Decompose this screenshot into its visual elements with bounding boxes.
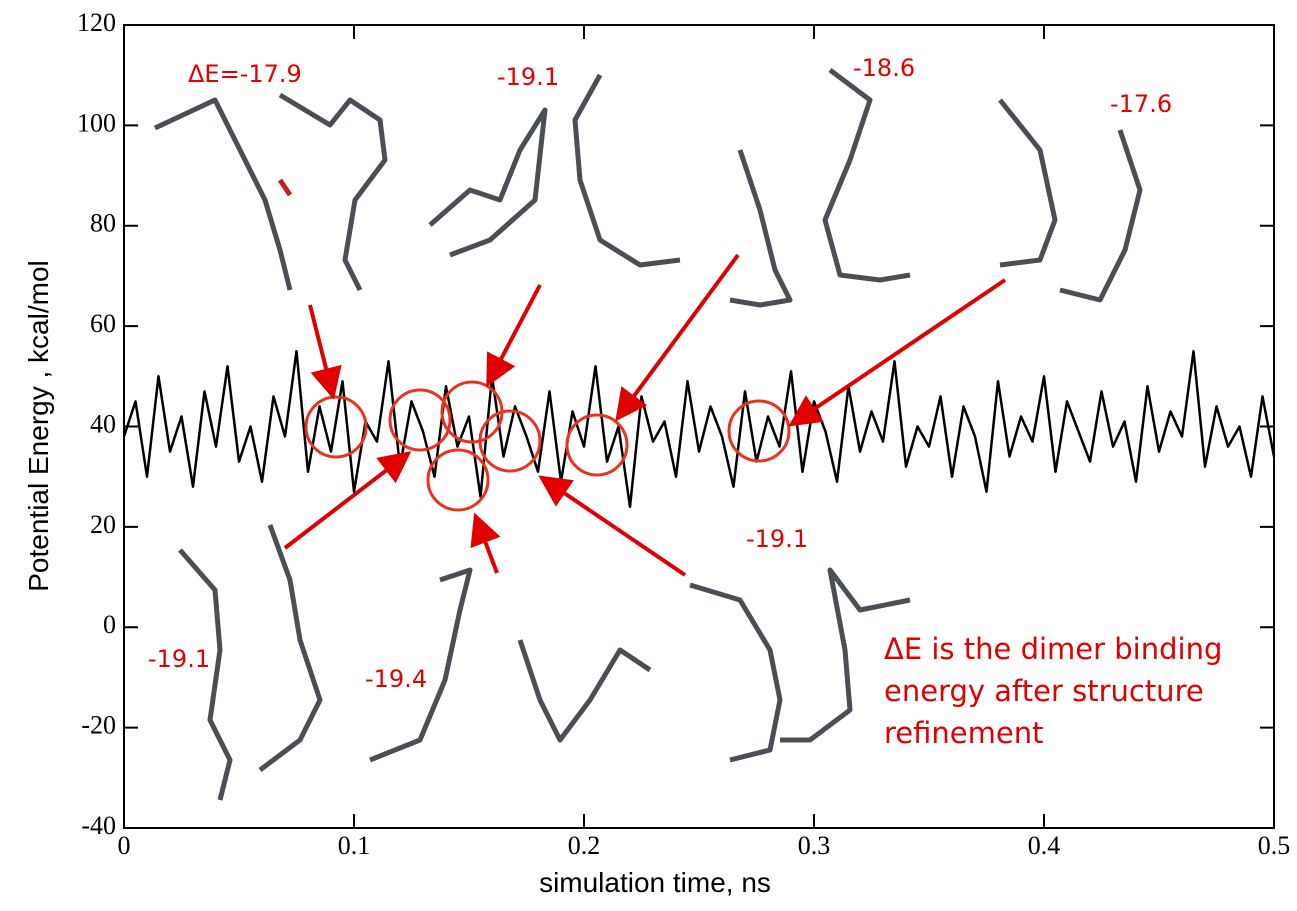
x-tick-label: 0.4 (1028, 831, 1061, 860)
x-axis-label: simulation time, ns (539, 867, 771, 898)
arrow (308, 304, 342, 400)
arrows (283, 253, 1007, 577)
highlight-circle (565, 413, 629, 477)
molecule (428, 107, 548, 258)
molecule (1059, 129, 1143, 303)
arrow (486, 284, 542, 388)
arrow (788, 278, 1007, 427)
y-tick-label: 80 (90, 209, 116, 238)
highlight-circles (304, 380, 791, 512)
molecule (689, 582, 783, 763)
highlight-circle (388, 388, 452, 452)
molecule (277, 178, 293, 197)
y-tick-label: -20 (81, 711, 116, 740)
molecules (153, 68, 1143, 801)
annotation: -17.6 (1110, 90, 1172, 118)
y-tick-label: 40 (90, 409, 116, 438)
x-tick-label: 0.1 (338, 831, 371, 860)
molecule (517, 639, 652, 743)
molecule (729, 149, 793, 308)
molecule (369, 567, 473, 763)
ticks: -40 -20 0 20 40 60 80 100 120 0 0.1 0.2 0.3 0.4 0.5 (77, 8, 1290, 860)
x-tick-label: 0.3 (798, 831, 831, 860)
molecule (258, 524, 323, 772)
y-tick-label: -40 (81, 811, 116, 840)
annotation: -19.1 (148, 645, 210, 673)
molecule (178, 548, 233, 801)
molecule (822, 68, 911, 283)
y-tick-label: 120 (77, 8, 116, 37)
molecule (153, 97, 293, 291)
y-tick-label: 0 (103, 610, 116, 639)
x-tick-label: 0.5 (1258, 831, 1291, 860)
molecule (278, 92, 388, 292)
highlight-circle (478, 409, 542, 473)
x-tick-label: 0.2 (568, 831, 601, 860)
x-tick-label: 0 (118, 831, 131, 860)
data-line (122, 349, 1276, 509)
series (122, 349, 1276, 509)
annotation: -19.4 (365, 665, 427, 693)
annotation: -18.6 (853, 54, 915, 82)
arrow (615, 253, 740, 422)
highlight-circle (426, 448, 490, 512)
annotation: -19.1 (497, 63, 559, 91)
y-axis-label: Potential Energy , kcal/mol (23, 260, 54, 592)
molecule (780, 567, 911, 743)
molecule (572, 73, 681, 268)
molecule (998, 98, 1058, 268)
y-tick-label: 100 (77, 108, 116, 137)
arrow (470, 512, 501, 574)
arrow (283, 451, 412, 550)
note: ΔE is the dimer binding energy after str… (884, 632, 1223, 750)
y-tick-label: 60 (90, 309, 116, 338)
highlight-circle (727, 399, 791, 463)
annotation: ΔE=-17.9 (188, 60, 302, 88)
annotation: -19.1 (746, 525, 808, 553)
y-tick-label: 20 (90, 510, 116, 539)
arrow (538, 475, 687, 577)
